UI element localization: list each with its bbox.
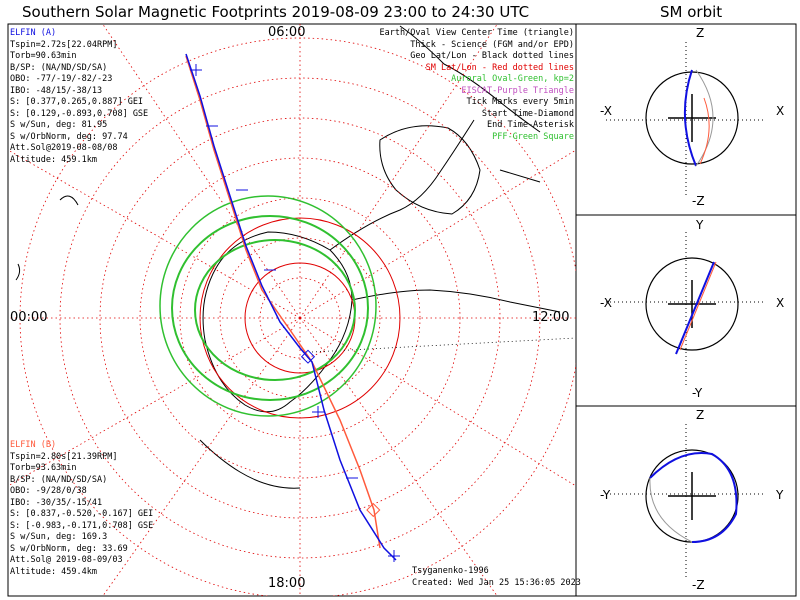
legend-item: Geo Lat/Lon - Black dotted lines (410, 51, 574, 61)
elfin-b-line: IBO: -30/35/-15/41 (10, 497, 103, 508)
elfin-a-line: IBO: -48/15/-38/13 (10, 85, 103, 96)
elfin-b-line: S w/OrbNorm, deg: 33.69 (10, 543, 128, 554)
elfin-b-track (185, 55, 381, 549)
elfin-a-line: OBO: -77/-19/-82/-23 (10, 74, 113, 84)
elfin-b-start-diamond (366, 502, 381, 518)
panel2-top-label: Y (696, 218, 704, 232)
legend-item: Auroral Oval-Green, kp=2 (451, 74, 574, 84)
clock-label-right: 12:00 (532, 310, 570, 325)
orbit-panel-1 (606, 42, 766, 198)
panel2-bottom-label: -Y (692, 386, 703, 400)
clock-label-bottom: 18:00 (268, 576, 306, 591)
coastlines (15, 25, 561, 489)
chart-title: Southern Solar Magnetic Footprints 2019-… (22, 3, 530, 21)
elfin-b-line: S: [0.837,-0.520,-0.167] GEI (10, 509, 154, 519)
elfin-a-line: B/SP: (NA/ND/SD/SA) (10, 62, 108, 73)
elfin-a-line: Tspin=2.72s[22.04RPM] (10, 39, 118, 50)
elfin-a-start-diamond (300, 349, 316, 364)
orbit-panel-3 (606, 424, 766, 580)
panel1-left-label: -X (600, 104, 612, 118)
auroral-oval (159, 195, 377, 417)
legend: Earth/Oval View Center Time (triangle) T… (380, 28, 574, 143)
footer-credit: Tsyganenko-1996 (412, 566, 489, 576)
orbit-frame-3 (575, 405, 797, 597)
elfin-a-line: Att.Sol@2019-08-08/08 (10, 143, 118, 153)
legend-item: SM Lat/Lon - Red dotted lines (425, 62, 574, 73)
elfin-b-name: ELFIN (B) (10, 440, 57, 450)
elfin-a-line: Torb=90.63min (10, 51, 77, 61)
legend-item: Earth/Oval View Center Time (triangle) (379, 28, 574, 38)
geo-grid (311, 337, 576, 353)
panel2-left-label: -X (600, 296, 612, 310)
elfin-b-line: Att.Sol@ 2019-08-09/03 (10, 555, 123, 565)
panel1-bottom-label: -Z (692, 194, 705, 208)
elfin-b-line: Tspin=2.80s[21.39RPM] (10, 451, 118, 462)
elfin-b-line: S w/Sun, deg: 169.3 (10, 532, 108, 542)
legend-item: Start Time-Diamond (481, 108, 574, 119)
legend-item: EISCAT-Purple Triangle (461, 85, 574, 96)
orbit-panel-2 (606, 232, 766, 388)
elfin-b-line: Torb=93.63min (10, 463, 77, 473)
orbit-title: SM orbit (660, 3, 723, 21)
orbit-frame-2 (575, 214, 797, 407)
panel2-right-label: X (776, 296, 785, 310)
legend-item: Thick - Science (FGM and/or EPD) (410, 39, 574, 50)
legend-item: End Time-Asterisk (487, 120, 574, 130)
sm-spokes (8, 24, 576, 596)
panel3-top-label: Z (696, 408, 705, 422)
elfin-a-line: S: [0.377,0.265,0.887] GEI (10, 97, 144, 107)
clock-label-top: 06:00 (268, 25, 306, 40)
elfin-b-line: S: [-0.983,-0.171,0.708] GSE (10, 520, 154, 531)
panel3-right-label: Y (776, 488, 784, 502)
elfin-a-line: Altitude: 459.1km (10, 154, 97, 165)
elfin-a-line: S w/Sun, deg: 81.95 (10, 120, 108, 130)
panel3-left-label: -Y (600, 488, 611, 502)
elfin-a-track (185, 53, 400, 562)
elfin-b-line: OBO: -9/28/0/38 (10, 486, 87, 496)
elfin-b-info: ELFIN (B) Tspin=2.80s[21.39RPM] Torb=93.… (10, 440, 153, 578)
panel3-bottom-label: -Z (692, 578, 705, 592)
elfin-a-name: ELFIN (A) (10, 28, 57, 38)
panel1-top-label: Z (696, 26, 705, 40)
footer-created: Created: Wed Jan 25 15:36:05 2023 (412, 578, 581, 588)
elfin-a-line: S: [0.129,-0.893,0.708] GSE (10, 108, 149, 119)
elfin-b-line: Altitude: 459.4km (10, 566, 97, 577)
legend-item: PFF-Green Square (492, 131, 574, 142)
elfin-a-info: ELFIN (A) Tspin=2.72s[22.04RPM] Torb=90.… (10, 28, 148, 166)
elfin-b-line: B/SP: (NA/ND/SD/SA) (10, 474, 108, 485)
clock-label-left: 00:00 (10, 310, 48, 325)
legend-item: Tick Marks every 5min (466, 97, 574, 107)
elfin-a-line: S w/OrbNorm, deg: 97.74 (10, 131, 128, 142)
panel1-right-label: X (776, 104, 785, 118)
